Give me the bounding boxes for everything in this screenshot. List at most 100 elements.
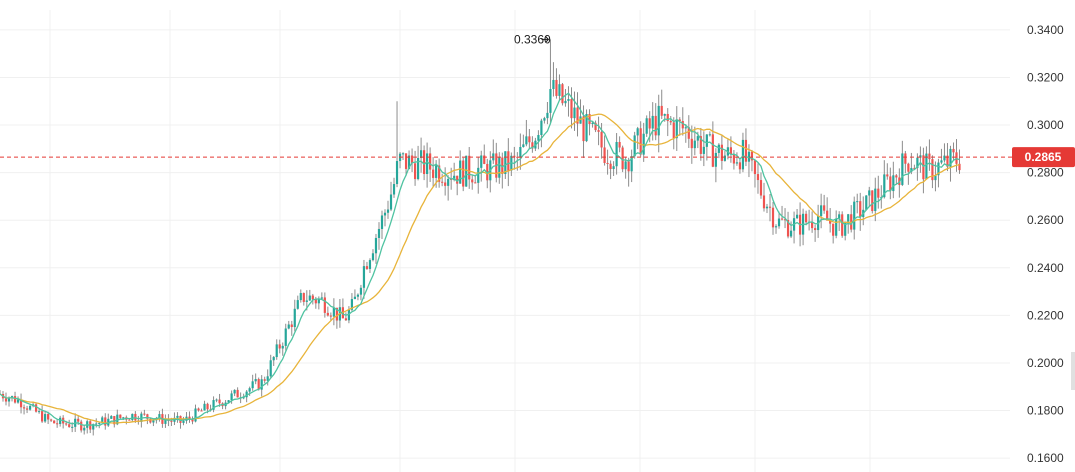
candle-body-down (826, 210, 829, 221)
candle-body-up (447, 178, 450, 186)
y-tick-label: 0.2000 (1027, 356, 1064, 370)
candle-body-up (260, 379, 263, 390)
candle-body-up (320, 297, 323, 299)
candle-body-down (678, 119, 681, 121)
candle-body-down (197, 408, 200, 411)
candle-body-down (119, 414, 122, 418)
candle-body-down (720, 144, 723, 161)
candle-body-up (305, 300, 308, 302)
candle-body-down (889, 176, 892, 192)
candle-body-down (744, 139, 748, 162)
y-tick-label: 0.1600 (1027, 451, 1064, 465)
candle-body-down (669, 121, 672, 123)
candle-body-down (516, 156, 519, 158)
candle-body-down (886, 174, 889, 177)
candle-body-down (922, 155, 925, 180)
candle-body-down (47, 414, 50, 420)
candle-body-down (468, 155, 471, 180)
candle-body-up (176, 415, 179, 418)
candle-body-down (344, 318, 348, 321)
candle-body-up (795, 214, 799, 219)
candle-body-down (750, 151, 754, 161)
candle-body-down (907, 163, 910, 172)
y-tick-label: 0.2400 (1027, 261, 1064, 275)
candle-body-up (98, 422, 101, 424)
candle-body-up (765, 206, 769, 209)
candle-body-down (423, 150, 426, 175)
candle-body-down (429, 153, 432, 170)
candle-body-down (278, 344, 281, 349)
candle-body-down (323, 297, 326, 313)
candle-body-up (892, 175, 895, 192)
candle-body-down (687, 127, 690, 139)
candle-body-up (504, 151, 507, 175)
candle-body-up (636, 128, 639, 136)
candle-body-down (895, 175, 898, 178)
candle-body-up (332, 307, 335, 317)
chart-grid (0, 10, 1010, 472)
candle-body-down (444, 182, 447, 186)
candle-body-down (128, 419, 131, 421)
candle-body-down (441, 181, 444, 183)
candle-body-down (410, 155, 414, 164)
candle-body-up (212, 400, 215, 410)
candle-body-down (507, 151, 510, 171)
candle-body-up (44, 414, 47, 422)
candle-body-down (474, 182, 477, 184)
candle-body-down (582, 116, 585, 142)
candle-body-down (928, 153, 931, 160)
candle-body-down (513, 155, 516, 157)
candle-body-up (272, 357, 275, 361)
candle-body-up (937, 162, 940, 176)
candle-body-down (823, 205, 826, 211)
candle-body-up (28, 405, 32, 410)
candle-body-down (576, 107, 579, 124)
candle-body-up (943, 155, 946, 161)
candle-body-down (597, 130, 600, 132)
candle-body-down (946, 155, 949, 167)
candle-body-down (404, 153, 408, 169)
candle-body-down (561, 84, 564, 104)
candle-body-up (377, 228, 381, 238)
candle-body-down (618, 141, 621, 148)
candle-body-down (690, 138, 693, 149)
candle-body-up (92, 424, 95, 430)
candle-body-up (383, 212, 387, 216)
candle-body-up (910, 167, 913, 172)
candle-body-up (353, 296, 357, 300)
candle-body-up (675, 119, 678, 139)
candle-body-down (50, 419, 53, 421)
candle-body-down (113, 416, 116, 425)
candle-body-down (877, 188, 880, 198)
last-price-tag: 0.2865 (1012, 147, 1075, 168)
candle-body-up (59, 417, 62, 424)
scrollbar-handle[interactable] (1071, 352, 1075, 390)
candle-body-down (759, 180, 763, 196)
candle-body-down (648, 118, 651, 129)
candle-body-down (771, 207, 775, 228)
candle-body-up (284, 328, 287, 346)
candle-body-up (389, 194, 393, 210)
candle-body-up (203, 403, 206, 411)
candle-body-up (110, 416, 113, 419)
candle-body-up (426, 153, 429, 175)
y-tick-label: 0.1800 (1027, 404, 1064, 418)
candle-body-up (705, 134, 708, 147)
candle-body-up (717, 144, 720, 153)
candle-body-up (684, 127, 687, 129)
candle-body-up (407, 155, 411, 169)
candle-body-up (612, 166, 615, 170)
candle-body-down (621, 147, 624, 170)
candle-body-down (783, 219, 787, 221)
candle-body-up (245, 391, 248, 398)
candle-body-down (188, 416, 191, 419)
candle-body-down (681, 120, 684, 129)
candle-body-up (83, 427, 86, 431)
candle-body-up (95, 423, 98, 425)
candle-body-down (606, 162, 609, 164)
candle-body-up (663, 113, 666, 116)
price-axis[interactable]: 0.3400 0.3200 0.3000 0.2800 0.2600 0.2400 0.22… (1027, 23, 1064, 465)
y-tick-label: 0.3400 (1027, 23, 1064, 37)
candle-body-up (356, 294, 360, 297)
